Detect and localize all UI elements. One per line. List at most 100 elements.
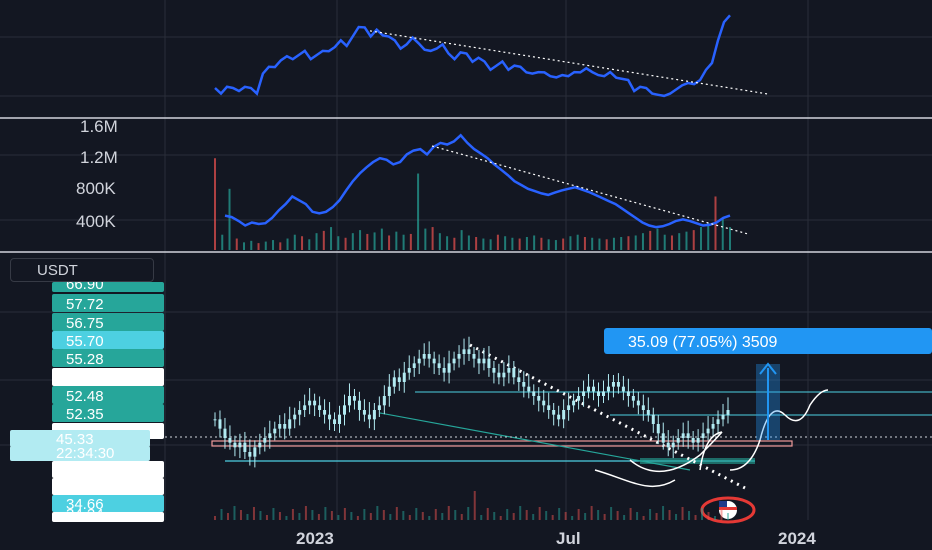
price-scale-tag (52, 331, 164, 349)
measure-label-box[interactable] (604, 328, 932, 354)
candle-body (417, 358, 421, 364)
price-volume-bar (395, 507, 398, 520)
volume-bar (721, 217, 724, 250)
currency-selector[interactable]: USDT (10, 258, 154, 282)
price-scale-tag (10, 446, 150, 461)
candle-body (457, 354, 461, 359)
support-zone-teal[interactable] (640, 458, 755, 464)
price-volume-bar (629, 508, 632, 520)
candle-body (213, 419, 217, 421)
price-volume-bar (675, 514, 678, 520)
volume-bar (286, 238, 289, 250)
price-volume-bar (324, 507, 327, 520)
diagonal-trendline[interactable] (379, 412, 691, 471)
candle-body (701, 433, 705, 438)
price-volume-bar (636, 512, 639, 520)
price-volume-bar (480, 515, 483, 520)
price-volume-bar (291, 509, 294, 520)
candle-body (597, 391, 601, 396)
price-scale[interactable]: 66.9057.7256.7555.7055.2855.1852.4852.35… (10, 276, 164, 523)
volume-bar (272, 240, 275, 250)
volume-bar (243, 242, 246, 250)
price-volume-bar (298, 513, 301, 520)
price-volume-bar (447, 506, 450, 520)
price-volume-bar (694, 515, 697, 520)
price-scale-tag (52, 294, 164, 312)
volume-bar (344, 237, 347, 250)
price-volume-bar (519, 506, 522, 520)
price-volume-bar (616, 511, 619, 520)
candle-body (372, 410, 376, 420)
candle-body (447, 363, 451, 373)
time-axis[interactable]: 2023 Jul 2024 (296, 529, 816, 548)
volume-bar (489, 239, 492, 250)
price-volume-bar (382, 510, 385, 520)
price-volume-bar (577, 509, 580, 520)
candle-body (492, 368, 496, 373)
candle-body (313, 400, 317, 406)
price-volume-bar (376, 506, 379, 520)
price-volume-bar (571, 516, 574, 520)
price-scale-label: 34.86 (66, 479, 104, 496)
candle-body (567, 405, 571, 410)
price-volume-bar (545, 511, 548, 520)
volume-bar (569, 236, 572, 250)
candle-body (587, 386, 591, 392)
candle-body (497, 372, 501, 378)
volume-bar (649, 230, 652, 250)
top-trendline[interactable] (369, 30, 769, 95)
candle-body (377, 405, 381, 410)
candle-body (577, 396, 581, 401)
candle-body (233, 442, 237, 448)
volume-bar (634, 235, 637, 250)
volume-trendline[interactable] (431, 145, 749, 235)
volume-bar (482, 238, 485, 250)
candle-body (218, 419, 222, 429)
price-volume-bar (473, 491, 476, 520)
descending-trendline[interactable] (469, 343, 746, 490)
candle-body (532, 391, 536, 396)
us-flag-stripe-icon (719, 507, 737, 510)
drawn-curve-mid[interactable] (629, 431, 723, 472)
volume-bar (438, 233, 441, 250)
volume-bar (424, 228, 427, 250)
price-scale-tag (52, 386, 164, 404)
volume-bar (409, 233, 412, 250)
projection-path[interactable] (729, 389, 829, 471)
price-volume-bar (564, 512, 567, 520)
drawn-curve-bottom[interactable] (594, 469, 676, 488)
price-volume-bar (421, 512, 424, 520)
drawn-curve-up[interactable] (699, 431, 723, 471)
measure-label: 35.09 (77.05%) 3509 (628, 334, 778, 351)
price-volume-bar (655, 513, 658, 520)
price-volume-bar (356, 516, 359, 520)
volume-bar (337, 236, 340, 250)
volume-bar (279, 242, 282, 250)
price-scale-label: 22:34:30 (56, 445, 114, 462)
volume-bar (656, 228, 659, 250)
price-volume-bar (707, 512, 710, 520)
support-zone[interactable] (211, 440, 793, 447)
volume-bar (540, 237, 543, 250)
candle-body (601, 391, 605, 396)
price-volume-bar (408, 515, 411, 520)
candle-body (557, 414, 561, 420)
candle-body (303, 405, 307, 410)
price-volume-bar (681, 507, 684, 520)
candle-body (223, 428, 227, 438)
volume-pane: 1.6M 1.2M 800K 400K (76, 117, 749, 250)
volume-bar (511, 237, 514, 250)
volume-bar (663, 234, 666, 250)
volume-bar (729, 227, 731, 250)
candle-body (268, 433, 272, 438)
candle-body (681, 433, 685, 438)
price-volume-bar (467, 507, 470, 520)
candle-body (721, 414, 725, 420)
volume-bar (250, 240, 253, 250)
price-volume-bar (317, 514, 320, 520)
candle-body (273, 428, 277, 434)
price-scale-label: 55.70 (66, 333, 104, 350)
candle-body (671, 442, 675, 448)
price-volume-bar (538, 507, 541, 520)
candle-body (253, 447, 257, 457)
